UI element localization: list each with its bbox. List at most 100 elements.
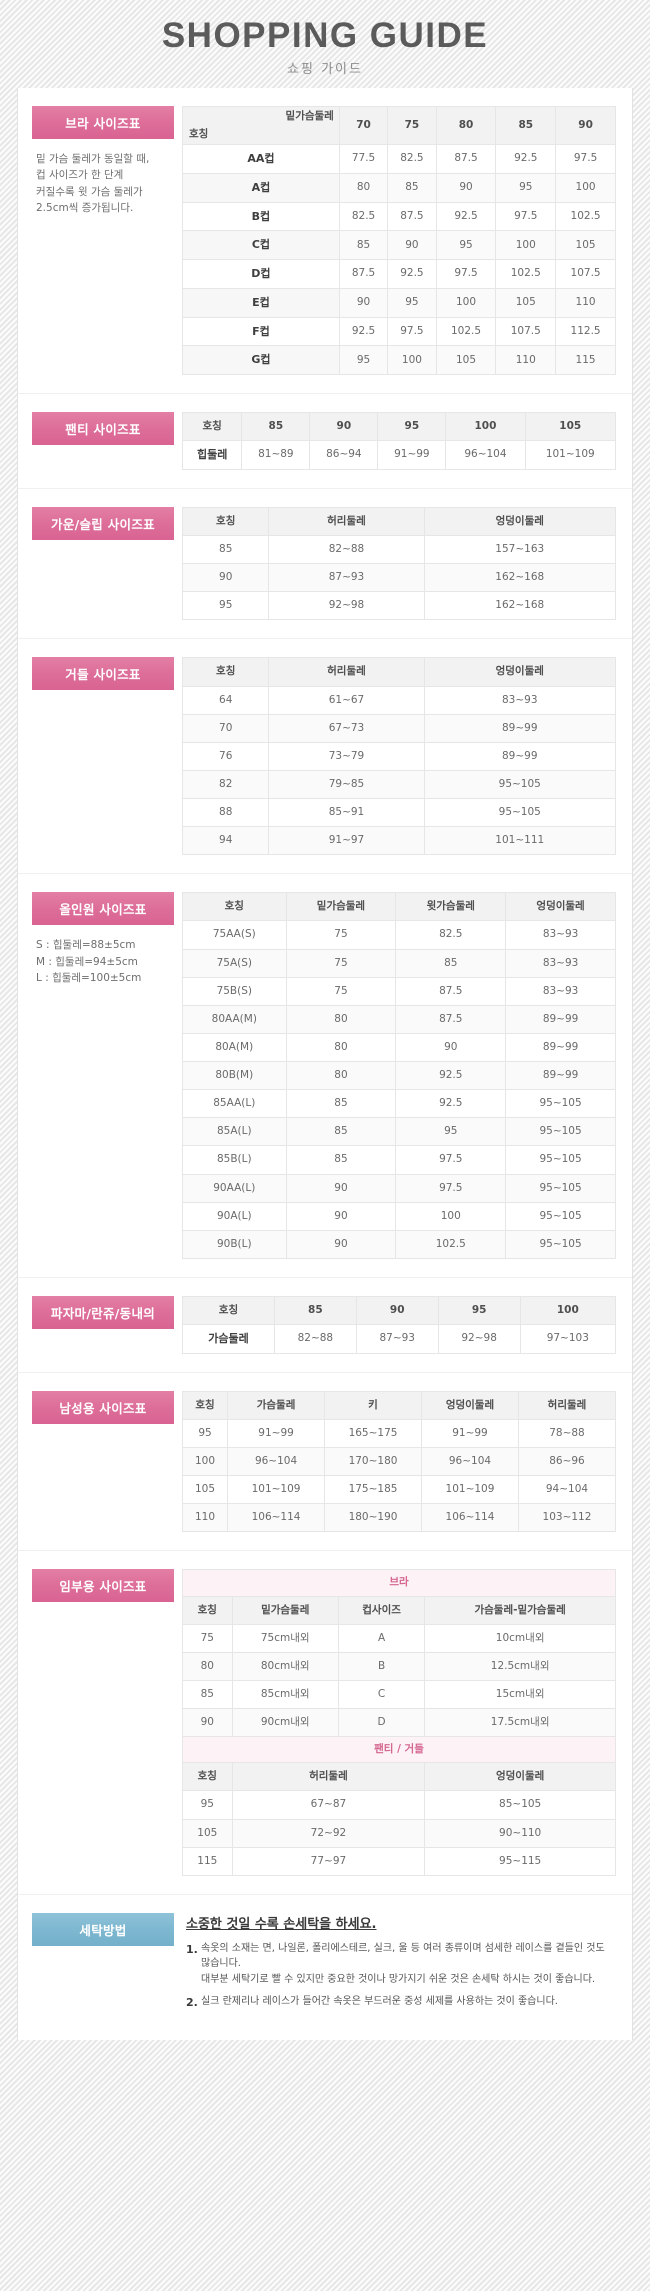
column-header: 85 (241, 411, 311, 442)
table-cell: 80AA(M) (182, 1004, 287, 1034)
table-cell: 90 (285, 1173, 397, 1203)
table-cell: 80A(M) (182, 1032, 287, 1063)
table-cell: 102.5 (395, 1229, 507, 1259)
table-row: 95 67~87 85~105 (182, 1790, 616, 1820)
content-panel: 브라 사이즈표 밑 가슴 둘레가 동일할 때, 컵 사이즈가 한 단계 커질수록 윗 … (17, 88, 633, 2041)
table-cell: A (337, 1623, 426, 1653)
table-cell: 107.5 (495, 316, 557, 347)
table-cell: 96~104 (421, 1446, 519, 1477)
size-table-maternity: 브라 호칭 밑가슴둘레 컵사이즈 가슴둘레-밑가슴둘레 75 75cm내외 A 10cm내외 80… (182, 1569, 616, 1876)
column-header: 밑가슴둘레 (285, 892, 397, 922)
column-header: 호칭 (182, 1295, 275, 1326)
column-header: 85 (273, 1295, 357, 1326)
section-side: 임부용 사이즈표 (32, 1569, 182, 1603)
row-header-cell: 가슴둘레 (182, 1324, 275, 1354)
washing-item-line: 속옷의 소재는 면, 나일론, 폴리에스테르, 실크, 울 등 여러 종류이며 … (201, 1942, 605, 1970)
table-caption-row: 브라 (182, 1569, 616, 1597)
table-cell: 90 (285, 1201, 397, 1231)
table-cell: 64 (181, 685, 270, 715)
column-header: 호칭 (182, 1762, 233, 1792)
table-cell: 76 (181, 741, 270, 771)
section-tag-pajama: 파자마/란쥬/동내의 (32, 1295, 174, 1329)
table-cell: 157~163 (423, 534, 616, 565)
table-cell: 89~99 (423, 741, 616, 771)
table-cell: 90B(L) (182, 1229, 287, 1259)
table-cell: 82~88 (273, 1324, 357, 1354)
table-cell: 83~93 (505, 920, 616, 950)
section-tag-girdle: 거들 사이즈표 (32, 657, 174, 691)
table-cell: 101~109 (227, 1475, 326, 1505)
table-cell: 86~96 (517, 1446, 617, 1477)
table-wrapper-allinone: 호칭 밑가슴둘레 윗가슴둘레 엉덩이둘레 75AA(S) 75 82.5 83~93 75A(S… (182, 892, 616, 1259)
table-row: 105 72~92 90~110 (182, 1818, 616, 1848)
section-girdle: 거들 사이즈표 호칭 허리둘레 엉덩이둘레 64 61~67 83~93 70 67~73 89~… (18, 639, 632, 875)
table-cell: 75A(S) (182, 948, 287, 978)
washing-item-text: 실크 란제리나 레이스가 들어간 속옷은 부드러운 중성 세제를 사용하는 것이… (201, 1994, 616, 2011)
section-side: 남성용 사이즈표 (32, 1390, 182, 1424)
table-cell: 97.5 (387, 316, 437, 347)
table-cell: 102.5 (495, 259, 557, 289)
table-wrapper-bra: 호칭 밑가슴둘레 70 75 80 85 90 AA컵 77.5 82.5 87.5 92.5 97.5… (182, 106, 616, 375)
section-tag-bra: 브라 사이즈표 (32, 106, 174, 139)
table-row: D컵 87.5 92.5 97.5 102.5 107.5 (182, 259, 616, 289)
table-cell: 67~73 (268, 713, 425, 743)
table-row: A컵 80 85 90 95 100 (182, 172, 616, 203)
table-cell: 75cm내외 (231, 1623, 339, 1653)
table-body: 64 61~67 83~93 70 67~73 89~99 76 73~79 89~99 82 79… (181, 685, 616, 856)
column-header: 허리둘레 (517, 1390, 617, 1420)
table-cell: 92.5 (495, 144, 557, 174)
washing-item-line: 대부분 세탁기로 빨 수 있지만 중요한 것이나 망가지기 쉬운 것은 손세탁 … (201, 1973, 596, 1985)
table-cell: 82.5 (395, 920, 507, 950)
table-header-row: 호칭 가슴둘레 키 엉덩이둘레 허리둘레 (181, 1390, 617, 1420)
washing-item-number: 2. (186, 1996, 198, 2010)
table-cell: 95~105 (505, 1145, 616, 1175)
table-row: 75A(S) 75 85 83~93 (182, 948, 616, 978)
table-cell: 75 (285, 976, 397, 1006)
table-cell: 85cm내외 (231, 1679, 339, 1710)
row-header-cell: B컵 (182, 201, 340, 232)
table-row: 90 90cm내외 D 17.5cm내외 (182, 1707, 616, 1738)
table-cell: 97.5 (395, 1145, 507, 1175)
column-header: 90 (309, 411, 379, 442)
table-cell: 92~98 (268, 591, 425, 621)
note-line: 커질수록 윗 가슴 둘레가 (36, 185, 143, 198)
table-cell: 95~105 (505, 1089, 616, 1119)
section-tag-gown: 가운/슬립 사이즈표 (32, 506, 174, 540)
table-cell: 78~88 (517, 1418, 617, 1449)
table-row: G컵 95 100 105 110 115 (182, 345, 616, 375)
table-cell: 100 (181, 1446, 229, 1477)
table-cell: 85 (387, 172, 437, 203)
diagonal-header-bottom-left: 호칭 (189, 127, 209, 140)
note-line: S : 힙둘레=88±5cm (36, 939, 136, 952)
table-wrapper-pajama: 호칭 85 90 95 100 가슴둘레 82~88 87~93 92~98 97~103 (182, 1295, 617, 1354)
table-row: 80 80cm내외 B 12.5cm내외 (182, 1651, 616, 1681)
table-cell: 95~105 (423, 797, 616, 828)
table-cell: 105 (182, 1818, 233, 1848)
washing-item-text: 속옷의 소재는 면, 나일론, 폴리에스테르, 실크, 울 등 여러 종류이며 … (201, 1941, 616, 1988)
row-header-cell: E컵 (182, 287, 340, 318)
table-head: 호칭 밑가슴둘레 70 75 80 85 90 (182, 106, 616, 145)
table-cell: 94 (181, 826, 270, 856)
table-cell: 92.5 (338, 316, 389, 347)
table-cell: 90cm내외 (231, 1707, 339, 1738)
table-cell: 85 (285, 1145, 397, 1175)
section-note-allinone: S : 힙둘레=88±5cm M : 힙둘레=94±5cm L : 힙둘레=100±… (32, 937, 174, 986)
table-row: E컵 90 95 100 105 110 (182, 287, 616, 318)
column-header: 키 (324, 1390, 422, 1420)
note-line: M : 힙둘레=94±5cm (36, 955, 138, 968)
table-cell: 85AA(L) (182, 1089, 287, 1119)
table-cell: 92~98 (437, 1324, 521, 1354)
row-header-cell: 힙둘레 (181, 440, 243, 470)
table-cell: 95 (182, 1790, 233, 1820)
table-row: 75 75cm내외 A 10cm내외 (182, 1623, 616, 1653)
table-cell: 88 (181, 797, 270, 828)
table-cell: 97.5 (395, 1173, 507, 1203)
table-row: 85 85cm내외 C 15cm내외 (182, 1679, 616, 1710)
table-cell: 95 (395, 1117, 507, 1147)
page-subtitle: 쇼핑 가이드 (287, 61, 363, 77)
table-head: 호칭 밑가슴둘레 윗가슴둘레 엉덩이둘레 (182, 892, 616, 922)
table-cell: 110 (181, 1503, 229, 1533)
table-cell: 95~105 (423, 769, 616, 800)
table-cell: 170~180 (324, 1446, 422, 1477)
column-header: 엉덩이둘레 (424, 1762, 616, 1792)
